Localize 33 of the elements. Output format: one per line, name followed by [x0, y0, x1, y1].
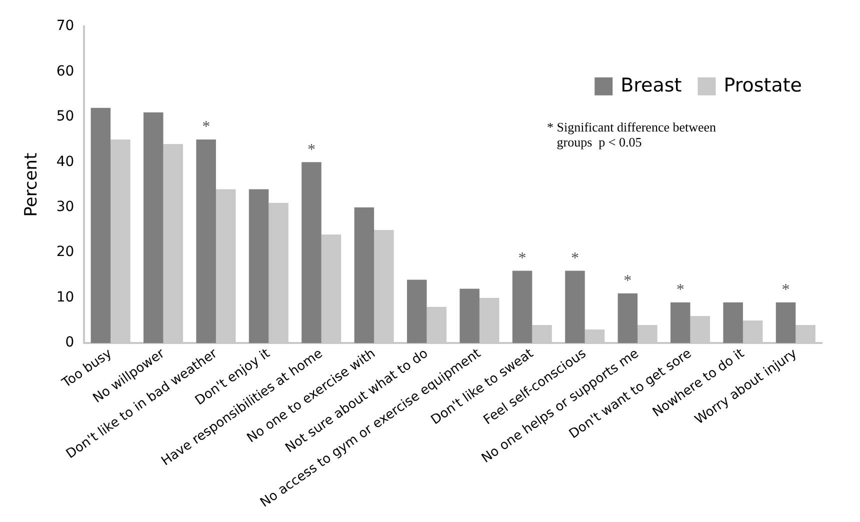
y-tick-label: 10 [56, 289, 74, 306]
y-tick-label: 40 [56, 154, 74, 170]
bar [723, 302, 743, 344]
annotation: * [202, 118, 210, 136]
bar [618, 293, 638, 344]
bar [406, 280, 427, 344]
annotation: * [676, 282, 684, 299]
bar [460, 288, 480, 344]
y-tick-label: 50 [56, 108, 74, 125]
annotation: * [518, 250, 526, 267]
annotation: * [782, 282, 790, 299]
bar [512, 270, 532, 344]
y-tick-label: 20 [56, 244, 74, 260]
bar [565, 270, 585, 344]
bar [670, 302, 690, 344]
annotation: * [307, 141, 316, 158]
y-tick-label: 30 [56, 199, 74, 216]
bar [144, 112, 164, 344]
bar [248, 189, 269, 344]
annotation: * [570, 250, 579, 267]
annotation: * Significant difference between groups p < 0.05 [547, 119, 717, 150]
y-tick-label: 60 [56, 63, 74, 80]
bar [776, 302, 796, 344]
y-tick-label: 70 [56, 18, 74, 34]
bar [90, 108, 111, 344]
bar [354, 207, 374, 344]
legend-label: Breast [620, 74, 682, 96]
y-tick-label: 0 [65, 334, 74, 351]
bar [302, 162, 322, 344]
annotation: * [624, 272, 632, 290]
bar [196, 140, 216, 344]
legend-label: Prostate [724, 74, 802, 96]
y-axis-title: Percent [22, 152, 42, 217]
